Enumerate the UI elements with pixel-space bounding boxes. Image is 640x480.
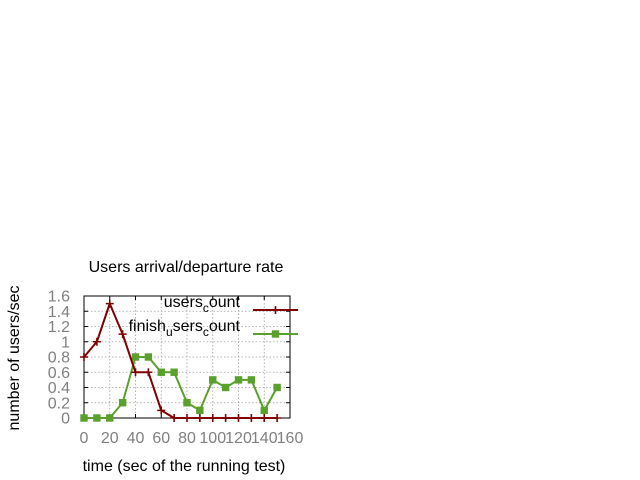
data-point — [260, 414, 269, 422]
data-point — [105, 299, 114, 308]
data-point — [118, 399, 127, 407]
x-tick-label: 60 — [152, 430, 170, 447]
x-axis-label: time (sec of the running test) — [83, 458, 286, 475]
x-tick-label: 0 — [80, 430, 89, 447]
chart-title: Users arrival/departure rate — [89, 259, 284, 276]
data-point — [273, 383, 281, 392]
data-point — [183, 414, 191, 422]
y-tick-label: 1 — [61, 334, 70, 351]
data-point — [234, 376, 243, 384]
data-point — [221, 414, 230, 422]
x-tick-label: 40 — [127, 430, 145, 447]
legend-label: finishuserscount — [129, 318, 241, 339]
series-layer — [80, 299, 282, 422]
data-point — [144, 368, 153, 377]
data-point — [80, 353, 88, 361]
x-tick-label: 140 — [251, 430, 278, 447]
data-point — [131, 353, 140, 361]
y-axis-label: number of users/sec — [6, 286, 23, 431]
data-point — [157, 406, 166, 415]
y-tick-label: 0.4 — [48, 380, 70, 397]
y-tick-label: 0.2 — [48, 395, 70, 412]
x-tick-label: 160 — [277, 430, 304, 447]
data-point — [131, 368, 140, 377]
data-point — [273, 414, 282, 422]
series-line-finish_users_count — [84, 356, 278, 419]
x-axis-ticks: 0 20 40 60 80 100 120 140 160 — [80, 296, 304, 447]
y-tick-label: 1.2 — [48, 319, 70, 336]
y-tick-label: 1.6 — [48, 289, 70, 306]
legend-marker — [271, 330, 280, 338]
data-point — [221, 383, 230, 392]
legend-marker — [271, 306, 280, 314]
data-point — [80, 414, 88, 422]
data-point — [144, 353, 153, 361]
data-point — [183, 399, 191, 407]
series-users_count — [80, 299, 282, 422]
legend-label: userscount — [164, 294, 241, 315]
data-point — [118, 330, 127, 339]
y-tick-label: 0.6 — [48, 365, 70, 382]
x-tick-label: 100 — [199, 430, 226, 447]
data-point — [170, 414, 179, 422]
x-tick-label: 80 — [178, 430, 196, 447]
data-point — [260, 406, 268, 415]
series-finish_users_count — [80, 353, 281, 422]
legend: userscount finishuserscount — [129, 294, 298, 339]
y-tick-label: 0 — [61, 411, 70, 428]
data-point — [208, 414, 217, 422]
data-point — [106, 414, 114, 422]
data-point — [247, 376, 256, 384]
series-line-users_count — [83, 302, 278, 419]
x-tick-label: 120 — [225, 430, 252, 447]
data-point — [195, 414, 204, 422]
data-point — [170, 368, 178, 376]
grid-lines — [84, 296, 290, 418]
data-point — [92, 337, 101, 346]
data-point — [157, 368, 165, 376]
y-tick-label: 1.4 — [48, 304, 70, 321]
data-point — [247, 414, 256, 422]
y-axis-ticks: 00.20.40.60.811.21.41.6 — [48, 289, 290, 428]
data-point — [93, 414, 101, 422]
data-point — [196, 406, 204, 415]
y-tick-label: 0.8 — [48, 350, 70, 367]
data-point — [234, 414, 243, 422]
legend-item-users_count: userscount — [164, 294, 298, 315]
x-tick-label: 20 — [101, 430, 119, 447]
legend-item-finish_users_count: finishuserscount — [129, 318, 298, 339]
data-point — [209, 376, 217, 384]
